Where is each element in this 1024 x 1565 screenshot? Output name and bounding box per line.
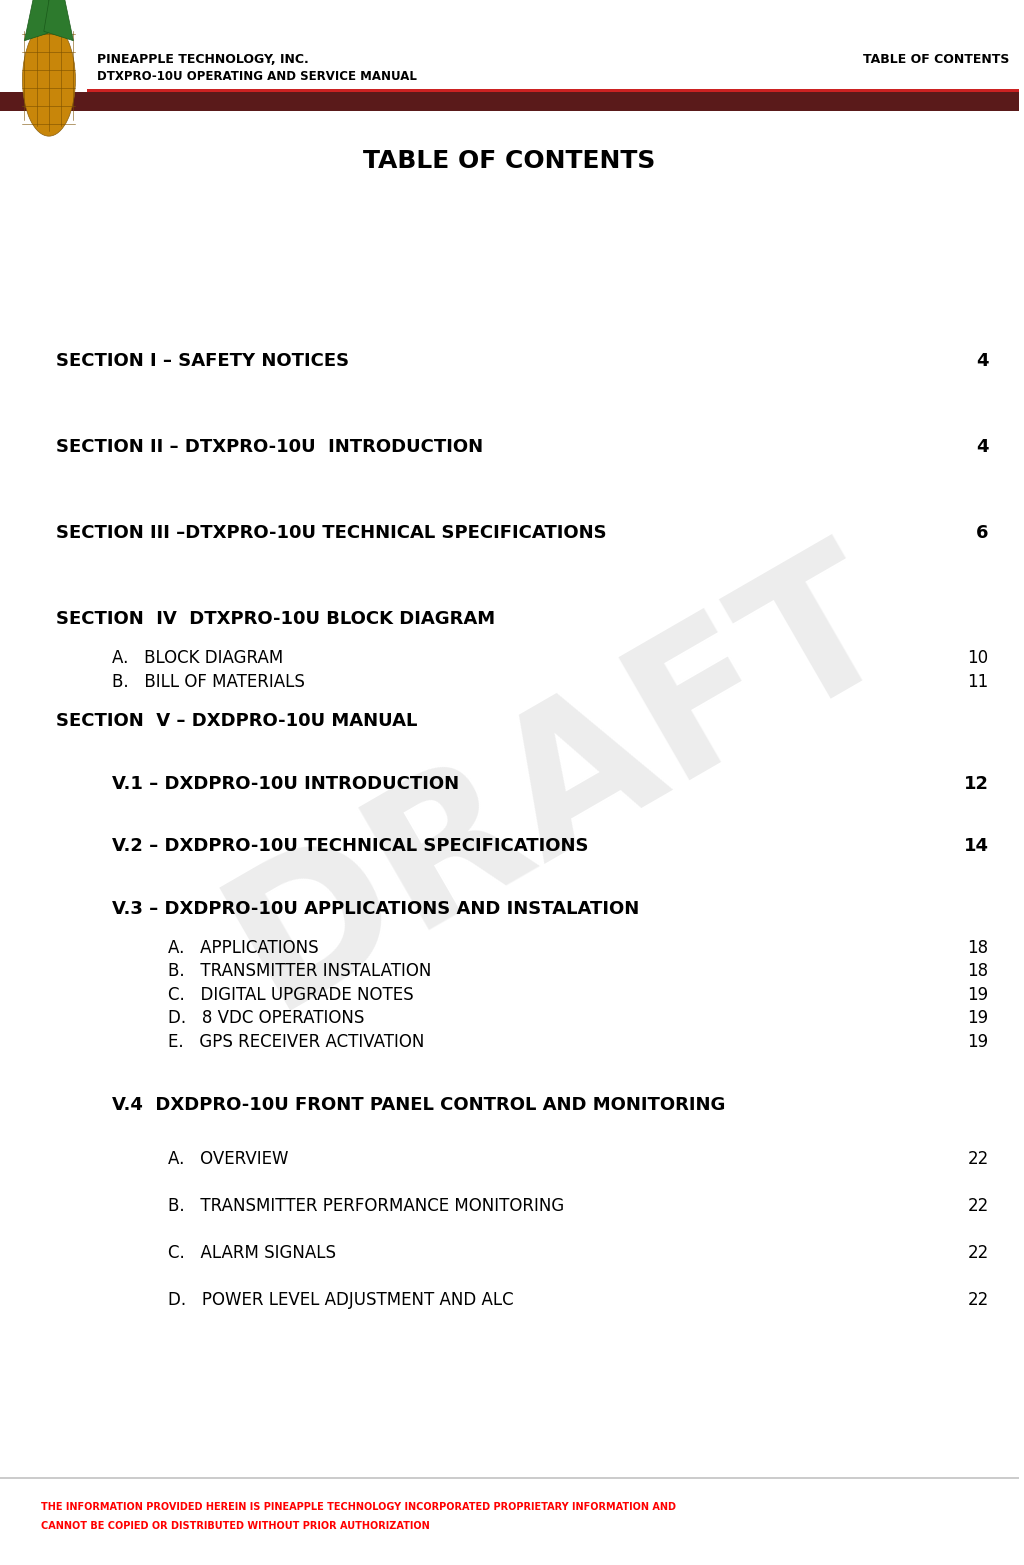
Text: SECTION  IV  DTXPRO-10U BLOCK DIAGRAM: SECTION IV DTXPRO-10U BLOCK DIAGRAM [56,610,496,629]
FancyBboxPatch shape [0,1477,1019,1479]
Text: C.   ALARM SIGNALS: C. ALARM SIGNALS [168,1244,336,1263]
Text: V.4  DXDPRO-10U FRONT PANEL CONTROL AND MONITORING: V.4 DXDPRO-10U FRONT PANEL CONTROL AND M… [112,1096,725,1114]
Text: SECTION II – DTXPRO-10U  INTRODUCTION: SECTION II – DTXPRO-10U INTRODUCTION [56,438,483,457]
Text: 4: 4 [976,438,988,457]
Text: 4: 4 [976,352,988,371]
Text: B.   TRANSMITTER PERFORMANCE MONITORING: B. TRANSMITTER PERFORMANCE MONITORING [168,1197,569,1216]
Text: 22: 22 [968,1291,988,1310]
Text: DTXPRO-10U OPERATING AND SERVICE MANUAL: DTXPRO-10U OPERATING AND SERVICE MANUAL [97,70,417,83]
Text: 22: 22 [968,1244,988,1263]
Text: 14: 14 [964,837,988,856]
Text: A.   OVERVIEW: A. OVERVIEW [168,1150,289,1169]
Text: TABLE OF CONTENTS: TABLE OF CONTENTS [364,149,655,172]
Text: 22: 22 [968,1197,988,1216]
Polygon shape [44,0,74,41]
Text: 12: 12 [964,775,988,793]
Text: PINEAPPLE TECHNOLOGY, INC.: PINEAPPLE TECHNOLOGY, INC. [97,53,308,66]
Text: 19: 19 [968,1009,988,1028]
FancyBboxPatch shape [87,89,1019,92]
FancyBboxPatch shape [0,92,1019,111]
Text: 6: 6 [976,524,988,543]
Text: 18: 18 [968,962,988,981]
Text: B.   BILL OF MATERIALS: B. BILL OF MATERIALS [112,673,305,692]
Text: 22: 22 [968,1150,988,1169]
Text: 11: 11 [968,673,988,692]
Text: SECTION III –DTXPRO-10U TECHNICAL SPECIFICATIONS: SECTION III –DTXPRO-10U TECHNICAL SPECIF… [56,524,606,543]
Text: SECTION I – SAFETY NOTICES: SECTION I – SAFETY NOTICES [56,352,349,371]
Text: 10: 10 [968,649,988,668]
Text: THE INFORMATION PROVIDED HEREIN IS PINEAPPLE TECHNOLOGY INCORPORATED PROPRIETARY: THE INFORMATION PROVIDED HEREIN IS PINEA… [41,1502,676,1512]
Text: E.   GPS RECEIVER ACTIVATION: E. GPS RECEIVER ACTIVATION [168,1033,425,1052]
Text: V.2 – DXDPRO-10U TECHNICAL SPECIFICATIONS: V.2 – DXDPRO-10U TECHNICAL SPECIFICATION… [112,837,589,856]
Text: C.   DIGITAL UPGRADE NOTES: C. DIGITAL UPGRADE NOTES [168,986,414,1005]
Text: D.   8 VDC OPERATIONS: D. 8 VDC OPERATIONS [168,1009,365,1028]
Text: DRAFT: DRAFT [199,520,923,1045]
Text: 18: 18 [968,939,988,958]
Text: A.   APPLICATIONS: A. APPLICATIONS [168,939,318,958]
Text: TABLE OF CONTENTS: TABLE OF CONTENTS [862,53,1009,66]
Ellipse shape [23,23,76,136]
Text: V.3 – DXDPRO-10U APPLICATIONS AND INSTALATION: V.3 – DXDPRO-10U APPLICATIONS AND INSTAL… [112,900,639,919]
Text: V.1 – DXDPRO-10U INTRODUCTION: V.1 – DXDPRO-10U INTRODUCTION [112,775,459,793]
Text: D.   POWER LEVEL ADJUSTMENT AND ALC: D. POWER LEVEL ADJUSTMENT AND ALC [168,1291,514,1310]
Text: CANNOT BE COPIED OR DISTRIBUTED WITHOUT PRIOR AUTHORIZATION: CANNOT BE COPIED OR DISTRIBUTED WITHOUT … [41,1521,429,1531]
Text: B.   TRANSMITTER INSTALATION: B. TRANSMITTER INSTALATION [168,962,431,981]
Text: 19: 19 [968,986,988,1005]
Text: A.   BLOCK DIAGRAM: A. BLOCK DIAGRAM [112,649,284,668]
Text: 19: 19 [968,1033,988,1052]
Polygon shape [25,0,54,41]
Polygon shape [35,0,63,31]
Text: SECTION  V – DXDPRO-10U MANUAL: SECTION V – DXDPRO-10U MANUAL [56,712,418,731]
